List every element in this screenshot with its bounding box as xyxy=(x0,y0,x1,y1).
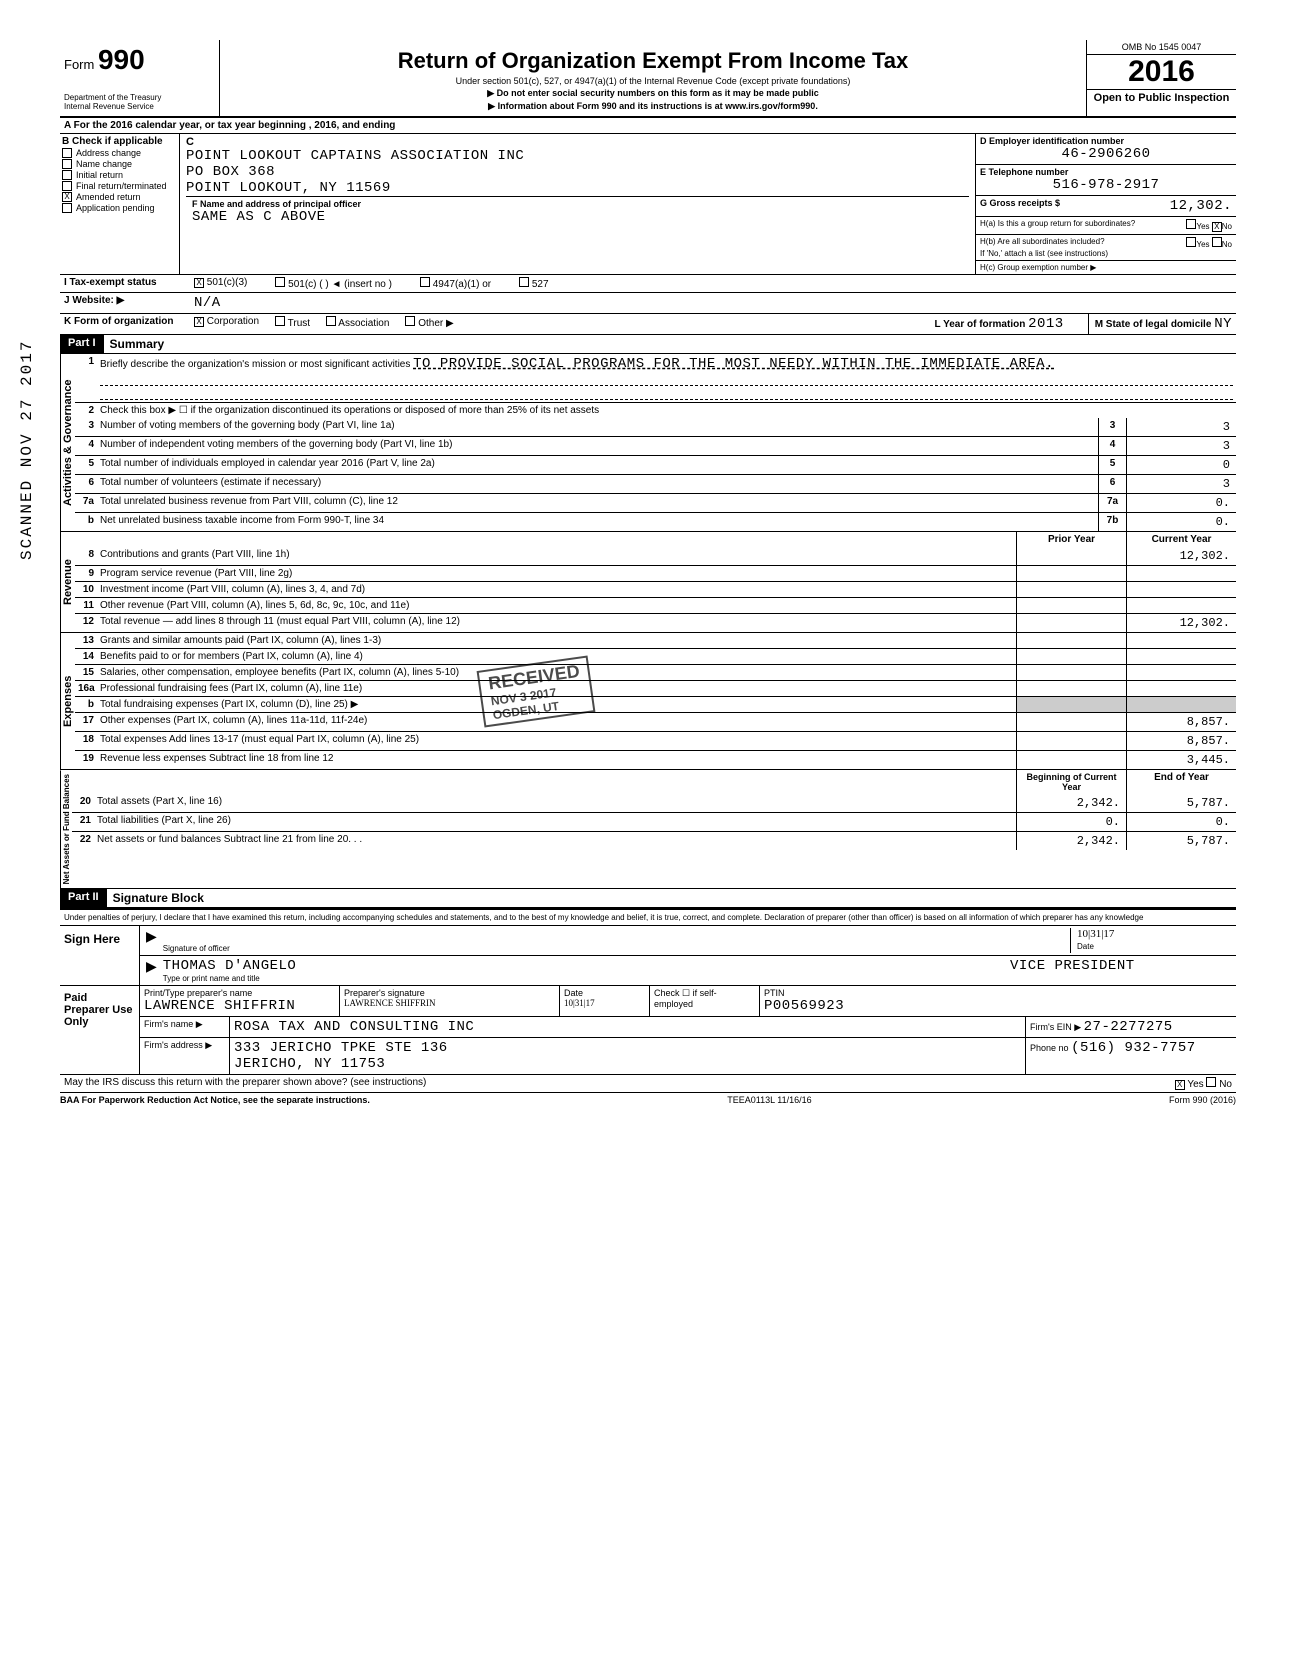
form-number: Form 990 xyxy=(64,44,215,76)
preparer-sig: LAWRENCE SHIFFRIN xyxy=(344,998,436,1008)
row-a-tax-year: A For the 2016 calendar year, or tax yea… xyxy=(60,118,1236,134)
g-label: G Gross receipts $ xyxy=(980,198,1060,214)
paid-preparer-label: Paid Preparer Use Only xyxy=(60,986,140,1074)
vlabel-netassets: Net Assets or Fund Balances xyxy=(60,770,72,888)
form-title: Return of Organization Exempt From Incom… xyxy=(230,48,1076,74)
row-i: I Tax-exempt status X 501(c)(3) 501(c) (… xyxy=(60,275,1236,293)
gov-line-7b: bNet unrelated business taxable income f… xyxy=(75,512,1236,531)
form-subtitle-3: ▶ Information about Form 990 and its ins… xyxy=(230,101,1076,112)
ptin: P00569923 xyxy=(764,998,844,1014)
section-revenue: Revenue Prior Year Current Year 8Contrib… xyxy=(60,532,1236,633)
hb-note: If 'No,' attach a list (see instructions… xyxy=(980,249,1232,258)
officer-title: VICE PRESIDENT xyxy=(1010,958,1230,983)
f-label: F Name and address of principal officer xyxy=(192,199,361,209)
hc-label: H(c) Group exemption number ▶ xyxy=(976,261,1236,274)
f-value: SAME AS C ABOVE xyxy=(192,209,326,225)
org-addr1: PO BOX 368 xyxy=(186,164,969,180)
preparer-date: 10|31|17 xyxy=(564,998,595,1008)
vlabel-revenue: Revenue xyxy=(60,532,75,632)
checkbox-name-change: Name change xyxy=(62,159,177,169)
omb-number: OMB No 1545 0047 xyxy=(1087,40,1236,55)
form-header: Form 990 Department of the Treasury Inte… xyxy=(60,40,1236,118)
exp-line-15: 15Salaries, other compensation, employee… xyxy=(75,664,1236,680)
checkbox-address-change: Address change xyxy=(62,148,177,158)
form-subtitle-1: Under section 501(c), 527, or 4947(a)(1)… xyxy=(230,76,1076,86)
part2-header-row: Part II Signature Block xyxy=(60,889,1236,908)
ein: 46-2906260 xyxy=(980,146,1232,162)
exp-line-14: 14Benefits paid to or for members (Part … xyxy=(75,648,1236,664)
sign-here-label: Sign Here xyxy=(60,926,140,985)
exp-line-18: 18Total expenses Add lines 13-17 (must e… xyxy=(75,731,1236,750)
officer-name: THOMAS D'ANGELO xyxy=(163,958,297,974)
na-line-20: 20Total assets (Part X, line 16)2,342.5,… xyxy=(72,794,1236,812)
part1-header-row: Part I Summary xyxy=(60,335,1236,354)
section-governance: Activities & Governance 1 Briefly descri… xyxy=(60,354,1236,532)
part2-header: Part II xyxy=(60,889,107,907)
vlabel-governance: Activities & Governance xyxy=(60,354,75,531)
na-line-21: 21Total liabilities (Part X, line 26)0.0… xyxy=(72,812,1236,831)
org-name: POINT LOOKOUT CAPTAINS ASSOCIATION INC xyxy=(186,148,969,164)
sign-date-hand: 10|31|17 xyxy=(1077,928,1114,940)
signature-block: Under penalties of perjury, I declare th… xyxy=(60,908,1236,1074)
rev-line-11: 11Other revenue (Part VIII, column (A), … xyxy=(75,597,1236,613)
gov-line-5: 5Total number of individuals employed in… xyxy=(75,455,1236,474)
rev-line-10: 10Investment income (Part VIII, column (… xyxy=(75,581,1236,597)
rev-line-12: 12Total revenue — add lines 8 through 11… xyxy=(75,613,1236,632)
phone: 516-978-2917 xyxy=(980,177,1232,193)
part2-title: Signature Block xyxy=(107,889,210,907)
rev-line-9: 9Program service revenue (Part VIII, lin… xyxy=(75,565,1236,581)
section-netassets: Net Assets or Fund Balances Beginning of… xyxy=(60,770,1236,889)
firm-addr2: JERICHO, NY 11753 xyxy=(234,1056,385,1072)
org-addr2: POINT LOOKOUT, NY 11569 xyxy=(186,180,969,196)
section-expenses: Expenses 13Grants and similar amounts pa… xyxy=(60,633,1236,770)
part1-title: Summary xyxy=(104,335,171,353)
checkbox-initial-return: Initial return xyxy=(62,170,177,180)
vlabel-expenses: Expenses xyxy=(60,633,75,769)
exp-line-13: 13Grants and similar amounts paid (Part … xyxy=(75,633,1236,648)
block-bcd: B Check if applicable Address changeName… xyxy=(60,134,1236,275)
exp-line-19: 19Revenue less expenses Subtract line 18… xyxy=(75,750,1236,769)
preparer-name: LAWRENCE SHIFFRIN xyxy=(144,998,295,1014)
firm-ein: 27-2277275 xyxy=(1084,1019,1173,1035)
hb-label: H(b) Are all subordinates included? xyxy=(980,237,1105,249)
tax-year: 2016 xyxy=(1087,55,1236,90)
open-public: Open to Public Inspection xyxy=(1087,90,1236,106)
discuss-row: May the IRS discuss this return with the… xyxy=(60,1074,1236,1093)
exp-line-b: bTotal fundraising expenses (Part IX, co… xyxy=(75,696,1236,712)
scanned-stamp: SCANNED NOV 27 2017 xyxy=(18,340,36,560)
col-b-checkboxes: B Check if applicable Address changeName… xyxy=(60,134,180,274)
d-label: D Employer identification number xyxy=(980,136,1232,146)
na-line-22: 22Net assets or fund balances Subtract l… xyxy=(72,831,1236,850)
checkbox-final-return-terminated: Final return/terminated xyxy=(62,181,177,191)
rev-line-8: 8Contributions and grants (Part VIII, li… xyxy=(75,547,1236,565)
col-d-info: D Employer identification number 46-2906… xyxy=(976,134,1236,274)
col-c-org: C POINT LOOKOUT CAPTAINS ASSOCIATION INC… xyxy=(180,134,976,274)
perjury-text: Under penalties of perjury, I declare th… xyxy=(60,910,1236,925)
gov-line-3: 3Number of voting members of the governi… xyxy=(75,418,1236,436)
gross-receipts: 12,302. xyxy=(1170,198,1232,214)
row-k: K Form of organization X Corporation Tru… xyxy=(60,314,1236,335)
gov-line-7a: 7aTotal unrelated business revenue from … xyxy=(75,493,1236,512)
firm-name: ROSA TAX AND CONSULTING INC xyxy=(230,1017,1026,1037)
row-j: J Website: ▶ N/A xyxy=(60,293,1236,314)
checkbox-amended-return: XAmended return xyxy=(62,192,177,202)
form-subtitle-2: ▶ Do not enter social security numbers o… xyxy=(230,88,1076,99)
firm-addr1: 333 JERICHO TPKE STE 136 xyxy=(234,1040,448,1056)
exp-line-17: 17Other expenses (Part IX, column (A), l… xyxy=(75,712,1236,731)
ha-label: H(a) Is this a group return for subordin… xyxy=(980,219,1135,232)
part1-header: Part I xyxy=(60,335,104,353)
dept-treasury: Department of the Treasury Internal Reve… xyxy=(64,94,215,112)
footer: BAA For Paperwork Reduction Act Notice, … xyxy=(60,1093,1236,1105)
e-label: E Telephone number xyxy=(980,167,1232,177)
exp-line-16a: 16aProfessional fundraising fees (Part I… xyxy=(75,680,1236,696)
mission-text: TO PROVIDE SOCIAL PROGRAMS FOR THE MOST … xyxy=(413,356,1054,372)
gov-line-4: 4Number of independent voting members of… xyxy=(75,436,1236,455)
gov-line-6: 6Total number of volunteers (estimate if… xyxy=(75,474,1236,493)
firm-phone: (516) 932-7757 xyxy=(1071,1040,1196,1056)
checkbox-application-pending: Application pending xyxy=(62,203,177,213)
